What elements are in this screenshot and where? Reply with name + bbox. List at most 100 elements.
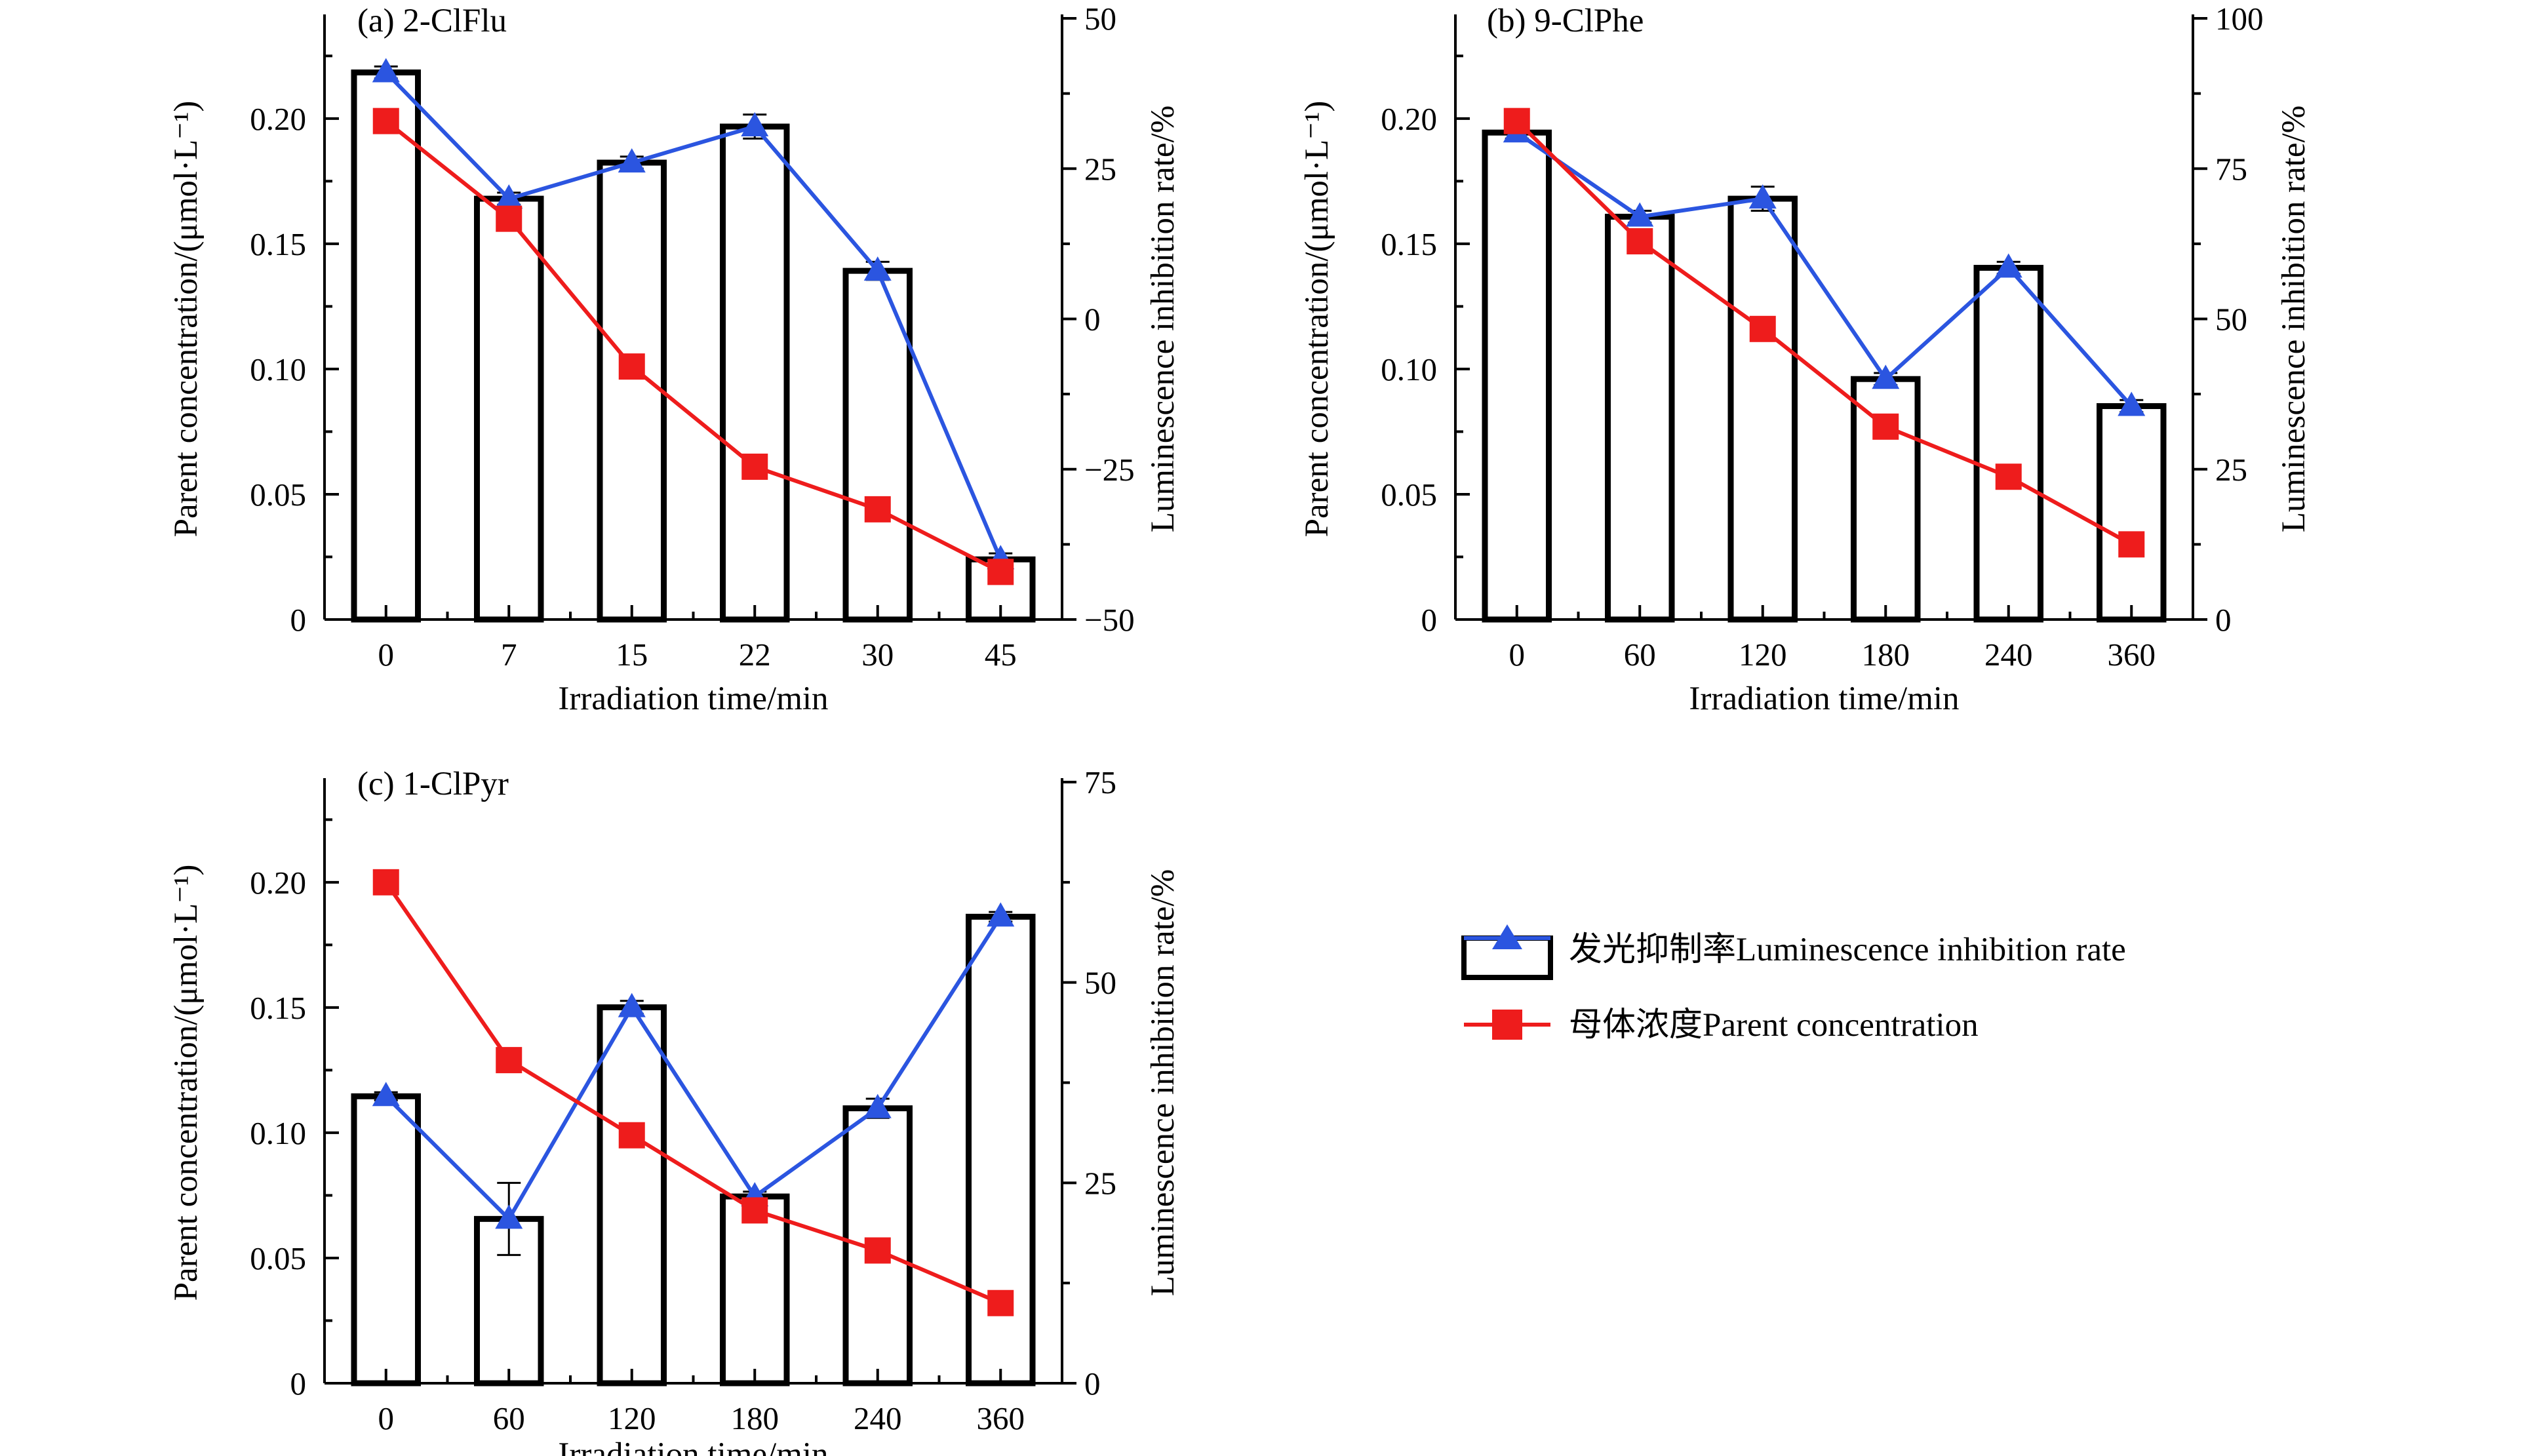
y-tick-label-right: 50 [1084,1,1116,37]
inhibition-bar [1605,214,1675,623]
inhibition-point [372,58,400,83]
concentration-point [618,353,645,380]
inhibition-bar [351,69,421,623]
y-axis-label-left: Parent concentration/(μmol·L⁻¹) [168,101,205,538]
inhibition-bar [1482,129,1552,623]
y-tick-label-right: 25 [1084,1165,1116,1201]
concentration-line [1515,119,2133,547]
y-axis-label-right: Luminescence inhibition rate/% [1145,106,1181,532]
inhibition-bar [474,195,544,623]
inhibition-point [1872,364,1900,389]
x-tick-label: 0 [378,1400,395,1436]
concentration-point [1503,108,1530,134]
x-tick-label: 180 [1862,637,1910,673]
y-tick-label-left: 0.05 [1381,477,1437,513]
inhibition-point [2118,391,2146,416]
legend: 发光抑制率Luminescence inhibition rate 母体浓度Pa… [1461,924,2126,1044]
y-tick-label-right: −25 [1084,452,1135,488]
y-tick-label-right: 25 [2215,452,2247,488]
inhibition-point [495,184,523,209]
panel-title: (c) 1-ClPyr [357,766,509,802]
concentration-point [864,496,891,522]
concentration-point [864,1237,891,1264]
concentration-line [384,119,1002,574]
inhibition-point [863,1093,892,1118]
panel-a: 0 0.05 0.10 0.15 0.20 −50 −25 0 25 50 0 7 15 22 30 45 (a… [168,1,1181,717]
inhibition-line [1516,130,2133,408]
inhibition-line [384,71,1003,561]
y-tick-label-right: 50 [2215,302,2247,338]
y-tick-label-right: 25 [1084,151,1116,187]
concentration-point [496,1047,523,1074]
concentration-point [372,869,399,895]
inhibition-line [384,915,1002,1223]
inhibition-point [495,1204,523,1229]
inhibition-point [863,256,892,281]
inhibition-bar [597,159,667,623]
concentration-line [384,881,1002,1305]
y-tick-label-right: 0 [2215,602,2232,638]
concentration-point [1872,413,1899,440]
inhibition-bar [1727,195,1798,623]
panel-b: 0 0.05 0.10 0.15 0.20 0 25 50 75 100 0 60 120 180 240 3… [1299,1,2312,717]
x-tick-label: 30 [861,637,894,673]
concentration-point [1627,228,1653,255]
y-tick-label-left: 0.20 [250,865,306,901]
y-tick-label-left: 0.15 [250,226,306,262]
inhibition-point [987,902,1015,927]
inhibition-point [741,112,769,137]
concentration-point [372,108,399,134]
y-tick-label-left: 0.05 [250,1240,306,1276]
legend-concentration-marker [1492,1010,1522,1040]
y-tick-label-right: 100 [2215,1,2264,37]
inhibition-bar [720,1193,790,1387]
x-tick-label: 360 [2108,637,2156,673]
inhibition-point [372,1082,400,1107]
inhibition-point [618,993,646,1017]
x-tick-label: 120 [1739,637,1787,673]
panel-title: (a) 2-ClFlu [357,3,507,39]
x-tick-label: 15 [616,637,648,673]
x-axis-label: Irradiation time/min [558,680,828,717]
panel-title: (b) 9-ClPhe [1487,3,1644,39]
y-axis-label-left: Parent concentration/(μmol·L⁻¹) [168,865,205,1301]
x-tick-label: 22 [739,637,771,673]
x-tick-label: 0 [378,637,395,673]
inhibition-point [1626,202,1654,227]
inhibition-bar [720,123,790,623]
concentration-point [987,1289,1014,1316]
x-tick-label: 0 [1509,637,1526,673]
y-axis-label-right: Luminescence inhibition rate/% [1145,869,1181,1296]
y-axis-label-right: Luminescence inhibition rate/% [2276,106,2312,532]
concentration-point [2118,531,2145,558]
legend-inhibition-marker [1492,924,1522,949]
y-tick-label-right: −50 [1084,602,1135,638]
x-axis-label: Irradiation time/min [1689,680,1959,717]
inhibition-bar [1973,265,2043,623]
y-tick-label-left: 0 [290,1366,307,1402]
legend-concentration-label: 母体浓度Parent concentration [1569,1007,1979,1044]
concentration-point [987,559,1014,585]
concentration-point [1749,315,1776,342]
y-axis-label-left: Parent concentration/(μmol·L⁻¹) [1299,101,1335,538]
panel-c: 0 0.05 0.10 0.15 0.20 0 25 50 75 0 60 120 180 240 360 (… [168,764,1181,1456]
inhibition-point [618,148,646,173]
y-tick-label-left: 0.10 [250,351,306,387]
y-tick-label-left: 0.10 [250,1115,306,1151]
x-tick-label: 60 [1624,637,1656,673]
inhibition-point [1994,253,2022,278]
inhibition-bar [351,1093,421,1387]
y-tick-label-left: 0.20 [1381,101,1437,137]
x-tick-label: 7 [501,637,517,673]
y-tick-label-left: 0.15 [1381,226,1437,262]
y-tick-label-right: 0 [1084,1366,1101,1402]
concentration-point [741,453,768,480]
legend-inhibition-label: 发光抑制率Luminescence inhibition rate [1569,932,2126,968]
y-tick-label-right: 50 [1084,965,1116,1001]
x-tick-label: 45 [985,637,1017,673]
y-tick-label-right: 0 [1084,302,1101,338]
y-tick-label-right: 75 [1084,764,1116,800]
x-tick-label: 60 [493,1400,525,1436]
y-tick-label-left: 0.05 [250,477,306,513]
